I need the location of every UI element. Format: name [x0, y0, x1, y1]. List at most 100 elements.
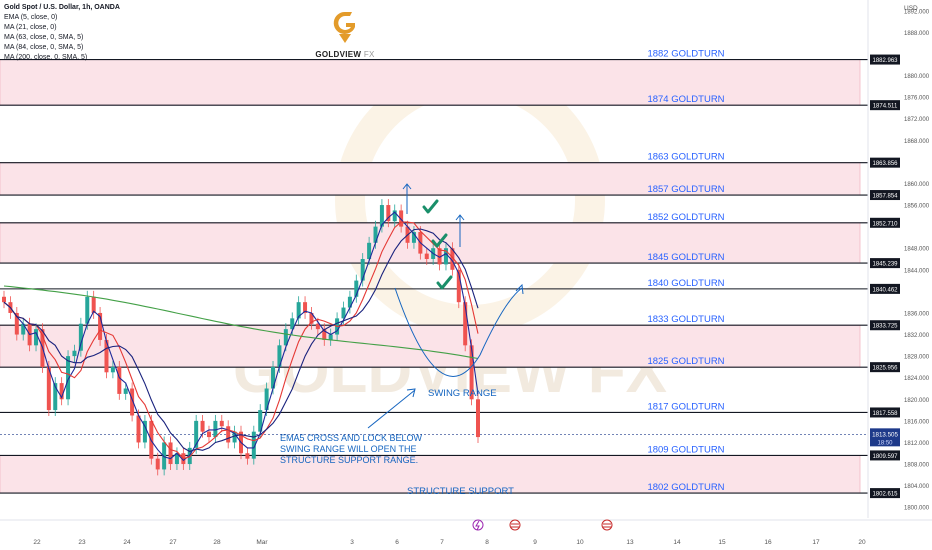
price-tick-label: 1808.000: [904, 463, 930, 469]
annotation-arrow-line: [367, 389, 416, 429]
level-price-marker-text: 1809.597: [872, 454, 898, 460]
legend-ma21: MA (21, close, 0): [4, 24, 57, 31]
candle-body: [379, 205, 384, 227]
candle-body: [411, 232, 416, 243]
candle-body: [367, 242, 372, 259]
goldturn-level-label: 1825 GOLDTURN: [647, 356, 724, 367]
time-tick-label: 8: [485, 539, 489, 546]
candle-body: [328, 334, 333, 340]
goldturn-level-label: 1802 GOLDTURN: [647, 482, 724, 493]
candle-body: [168, 442, 173, 465]
level-price-marker: [870, 217, 900, 228]
candle-body: [123, 388, 128, 394]
candle-body: [34, 329, 39, 346]
level-price-marker-text: 1833.725: [872, 324, 898, 330]
structure-support-label: STRUCTURE SUPPORT: [407, 486, 514, 497]
candle-body: [155, 458, 160, 470]
goldturn-level-label: 1857 GOLDTURN: [647, 184, 724, 195]
candle-body: [194, 420, 199, 448]
logo-name: GOLDVIEW: [315, 50, 362, 59]
goldturn-level-label: 1882 GOLDTURN: [647, 49, 724, 60]
price-tick-label: 1804.000: [904, 484, 930, 490]
time-tick-label: 6: [395, 539, 399, 546]
candle-body: [347, 296, 352, 308]
time-tick-label: 14: [673, 539, 681, 546]
us-flag-event-icon: [601, 519, 613, 531]
supply-demand-zone: [0, 162, 861, 196]
swing-range-arrow-icon: [515, 283, 524, 295]
level-price-marker: [870, 407, 900, 418]
candle-body: [469, 345, 474, 400]
supply-demand-zone: [0, 324, 861, 368]
candle-body: [399, 210, 404, 227]
goldview-logo: GOLDVIEW FX: [305, 10, 385, 59]
price-tick-label: 1824.000: [904, 376, 930, 382]
supply-demand-zone: [0, 455, 861, 494]
supply-demand-zone: [0, 222, 861, 264]
candle-body: [59, 383, 64, 400]
price-tick-label: 1872.000: [904, 117, 930, 123]
candle-body: [373, 226, 378, 243]
legend-ma63: MA (63, close, 0, SMA, 5): [4, 34, 84, 41]
price-tick-label: 1832.000: [904, 333, 930, 339]
level-price-marker-text: 1817.558: [872, 411, 898, 417]
candle-body: [437, 248, 442, 265]
candle-body: [258, 410, 263, 432]
level-price-marker: [870, 450, 900, 461]
level-price-marker-text: 1857.854: [872, 194, 898, 200]
candle-body: [245, 453, 250, 459]
candle-body: [98, 312, 103, 340]
level-price-marker: [870, 157, 900, 168]
ma21-line: [3, 221, 479, 460]
candle-body: [21, 323, 26, 335]
candle-body: [392, 210, 397, 222]
candle-body: [476, 399, 480, 438]
candle-body: [104, 339, 109, 373]
time-tick-label: 15: [718, 539, 726, 546]
goldturn-level-label: 1840 GOLDTURN: [647, 278, 724, 289]
legend-ema5: EMA (5, close, 0): [4, 14, 58, 21]
candle-body: [341, 307, 346, 319]
price-tick-label: 1868.000: [904, 139, 930, 145]
goldturn-level-label: 1874 GOLDTURN: [647, 94, 724, 105]
checkmark-icon: [431, 233, 448, 248]
candle-body: [450, 248, 455, 270]
checkmark-icon: [422, 199, 439, 214]
candle-body: [72, 350, 77, 357]
price-tick-label: 1820.000: [904, 398, 930, 404]
candle-body: [136, 415, 141, 443]
logo-suffix: FX: [363, 50, 375, 59]
up-arrow-icon: [455, 214, 465, 221]
candle-body: [200, 420, 205, 432]
candle-body: [2, 296, 6, 303]
price-tick-label: 1812.000: [904, 441, 930, 447]
level-price-marker: [870, 258, 900, 269]
candle-body: [78, 323, 83, 351]
supply-demand-zone: [0, 59, 861, 106]
level-price-marker: [870, 283, 900, 294]
candle-body: [283, 329, 288, 346]
level-price-marker-text: 1845.239: [872, 262, 898, 268]
current-price-countdown: 18:50: [877, 440, 893, 446]
price-tick-label: 1844.000: [904, 268, 930, 274]
level-price-marker-text: 1874.511: [873, 104, 898, 110]
time-tick-label: 10: [576, 539, 584, 546]
annotation-note-line: EMA5 CROSS AND LOCK BELOW: [280, 433, 423, 443]
current-price-marker: [870, 428, 900, 447]
candle-body: [53, 383, 58, 411]
checkmark-icon: [436, 275, 453, 290]
candle-body: [271, 366, 276, 389]
up-arrow-icon: [402, 183, 412, 190]
price-tick-label: 1892.000: [904, 9, 930, 15]
annotation-arrow-icon: [406, 388, 416, 398]
candle-body: [66, 356, 71, 400]
time-tick-label: 17: [812, 539, 820, 546]
candle-body: [443, 248, 448, 265]
candle-body: [309, 312, 314, 324]
price-tick-label: 1856.000: [904, 204, 930, 210]
candle-body: [91, 296, 96, 313]
time-tick-label: 7: [440, 539, 444, 546]
time-tick-label: 20: [858, 539, 866, 546]
candle-body: [219, 420, 224, 427]
